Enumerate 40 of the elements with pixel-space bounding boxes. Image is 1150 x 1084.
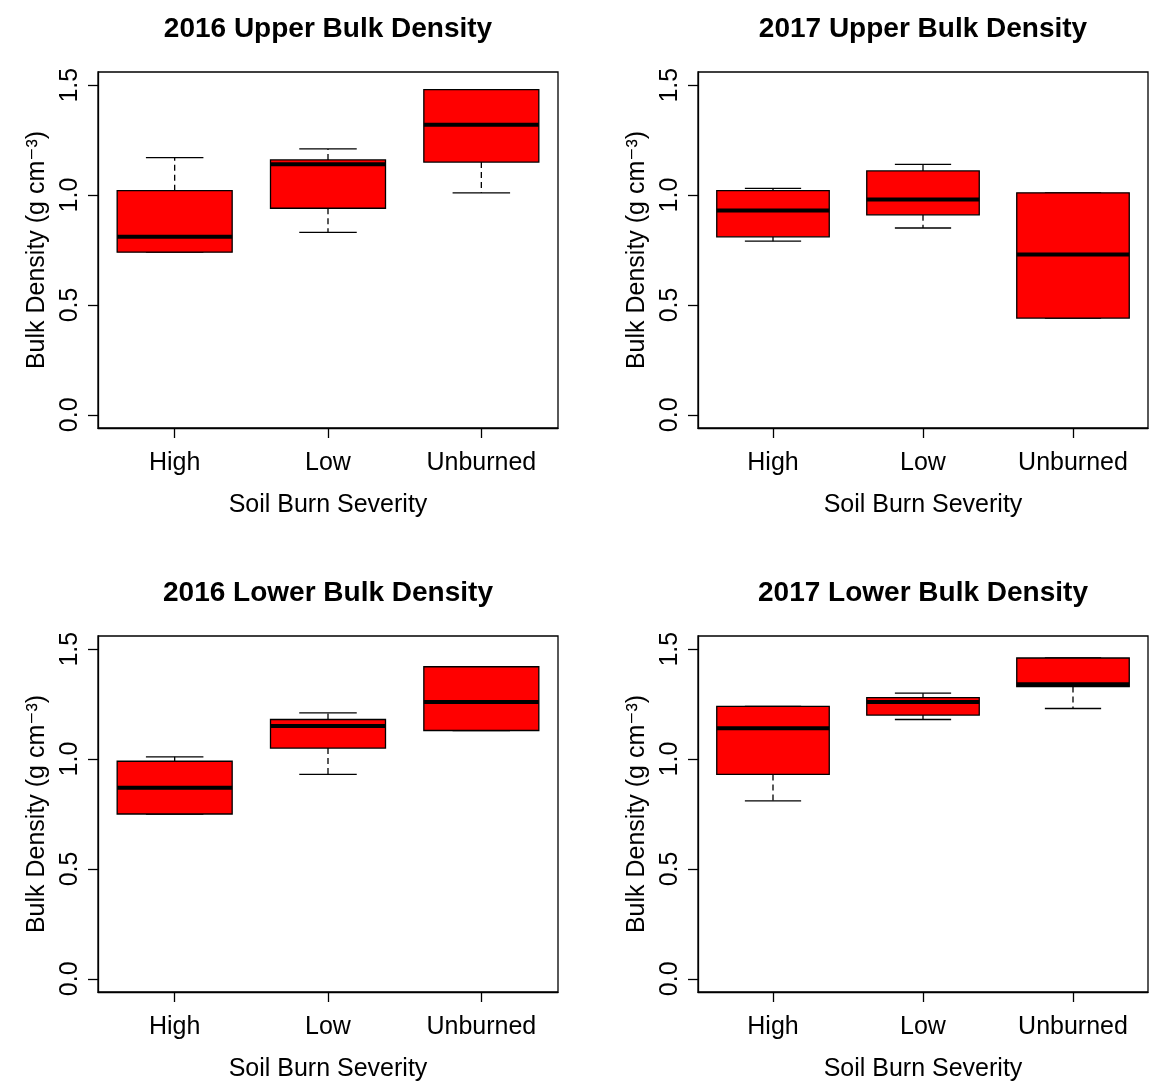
x-tick-label: Low <box>900 446 947 475</box>
x-axis-title: Soil Burn Severity <box>228 1052 428 1081</box>
y-axis-title: Bulk Density (g cm⁻³) <box>20 694 49 934</box>
y-tick-label: 1.0 <box>53 741 82 777</box>
y-tick-label: 1.5 <box>653 631 682 667</box>
y-tick-label: 1.5 <box>653 67 682 103</box>
y-tick-label: 1.5 <box>53 631 82 667</box>
y-tick-label: 1.5 <box>53 67 82 103</box>
x-tick-label: Unburned <box>426 446 537 475</box>
y-tick-label: 1.0 <box>653 177 682 213</box>
x-tick-label: High <box>747 1010 799 1039</box>
y-axis-title: Bulk Density (g cm⁻³) <box>620 694 649 934</box>
chart-title: 2016 Upper Bulk Density <box>163 11 493 43</box>
x-tick-label: Unburned <box>426 1010 537 1039</box>
chart-title: 2017 Upper Bulk Density <box>758 11 1088 43</box>
y-tick-label: 0.0 <box>53 397 82 433</box>
y-tick-label: 0.0 <box>653 961 682 997</box>
y-tick-label: 0.5 <box>53 851 82 887</box>
x-tick-label: Unburned <box>1018 1010 1128 1039</box>
y-tick-label: 1.0 <box>53 177 82 213</box>
x-tick-label: High <box>148 1010 201 1039</box>
x-tick-label: Unburned <box>1018 446 1128 475</box>
chart-title: 2016 Lower Bulk Density <box>163 575 494 607</box>
y-tick-label: 0.5 <box>53 287 82 323</box>
x-tick-label: High <box>747 446 799 475</box>
x-tick-label: High <box>148 446 201 475</box>
x-axis-title: Soil Burn Severity <box>823 488 1023 517</box>
x-tick-label: Low <box>900 1010 947 1039</box>
y-axis-title: Bulk Density (g cm⁻³) <box>620 130 649 370</box>
y-axis-title: Bulk Density (g cm⁻³) <box>20 130 49 370</box>
y-tick-label: 0.5 <box>653 287 682 323</box>
x-axis-title: Soil Burn Severity <box>823 1052 1023 1081</box>
x-tick-label: Low <box>305 446 352 475</box>
y-tick-label: 1.0 <box>653 741 682 777</box>
y-tick-label: 0.0 <box>653 397 682 433</box>
x-tick-label: Low <box>305 1010 352 1039</box>
x-axis-title: Soil Burn Severity <box>228 488 428 517</box>
y-tick-label: 0.5 <box>653 851 682 887</box>
chart-title: 2017 Lower Bulk Density <box>758 575 1089 607</box>
y-tick-label: 0.0 <box>53 961 82 997</box>
